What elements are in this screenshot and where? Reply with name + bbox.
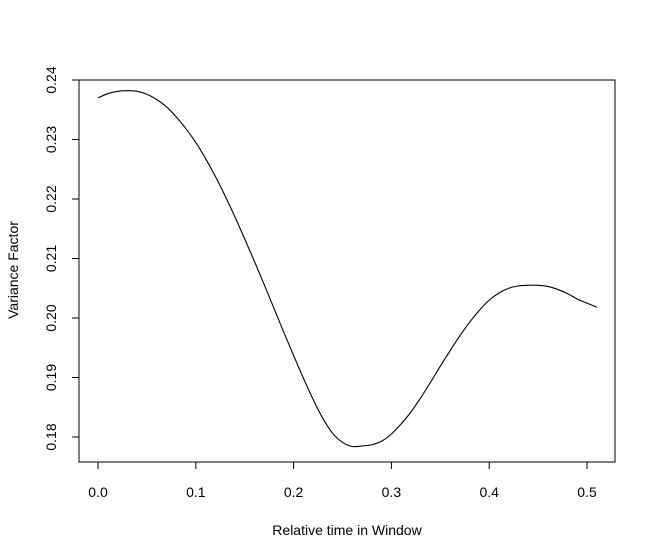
y-tick-label: 0.23 — [43, 126, 59, 153]
y-axis-title: Variance Factor — [5, 221, 21, 319]
x-tick-label: 0.2 — [284, 484, 304, 500]
series-line — [97, 90, 597, 448]
x-tick-label: 0.0 — [88, 484, 108, 500]
x-tick-label: 0.1 — [186, 484, 206, 500]
x-tick-label: 0.4 — [479, 484, 499, 500]
plot-frame — [78, 79, 616, 463]
y-tick-label: 0.24 — [43, 66, 59, 93]
y-tick-label: 0.19 — [43, 364, 59, 391]
y-tick-label: 0.20 — [43, 304, 59, 331]
y-tick-label: 0.18 — [43, 423, 59, 450]
x-axis-title: Relative time in Window — [272, 522, 422, 538]
x-tick-label: 0.5 — [577, 484, 597, 500]
y-axis: 0.18 0.19 0.20 0.21 0.22 0.23 0.24 — [43, 66, 80, 451]
y-tick-label: 0.21 — [43, 245, 59, 272]
x-axis: 0.0 0.1 0.2 0.3 0.4 0.5 — [88, 461, 597, 500]
y-tick-label: 0.22 — [43, 185, 59, 212]
x-tick-label: 0.3 — [382, 484, 402, 500]
